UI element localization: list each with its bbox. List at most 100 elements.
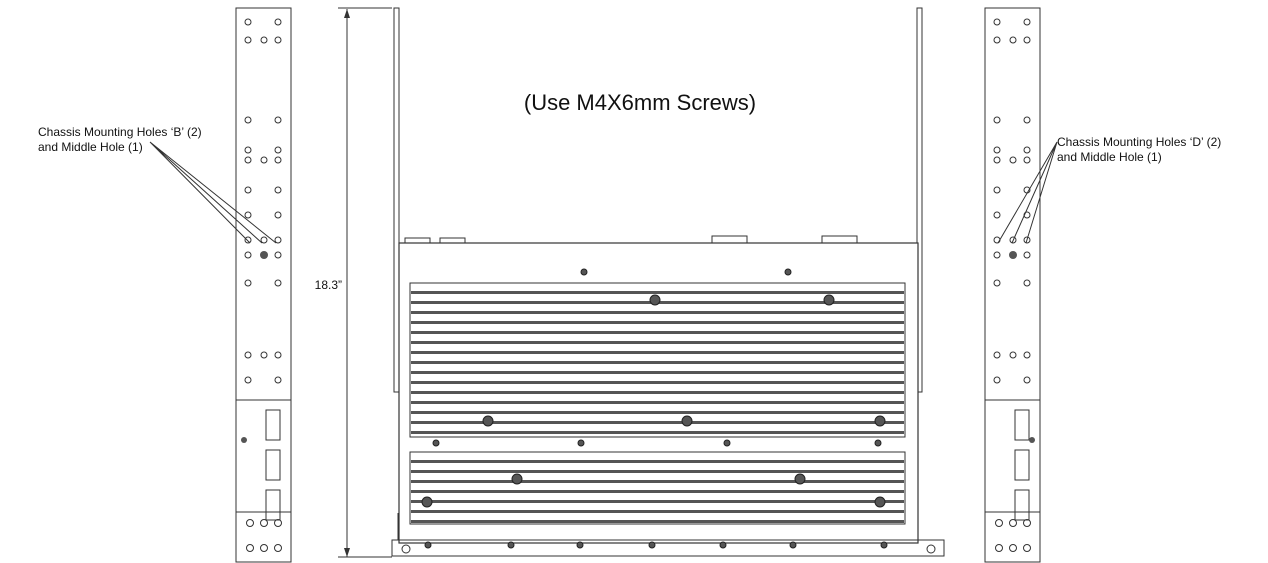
rail-hole	[260, 156, 268, 164]
rail-slot	[1014, 409, 1030, 441]
rail-hole	[244, 351, 252, 359]
fin	[411, 351, 904, 354]
rail-hole	[274, 279, 282, 287]
connector	[821, 235, 858, 244]
rail-slot	[265, 409, 281, 441]
rail-hole	[993, 186, 1001, 194]
rail-hole	[1023, 544, 1031, 552]
callout-text: Chassis Mounting Holes ‘D’ (2)	[1057, 135, 1221, 149]
screw	[681, 415, 693, 427]
rail	[235, 7, 292, 401]
rail-hole	[246, 544, 254, 552]
screw	[719, 541, 727, 549]
fin	[411, 311, 904, 314]
fin-panel	[409, 451, 906, 525]
fin	[411, 500, 904, 503]
title: (Use M4X6mm Screws)	[524, 90, 756, 115]
rail-hole	[1023, 376, 1031, 384]
rail-screw	[241, 437, 247, 443]
rail-hole	[1023, 279, 1031, 287]
hole	[401, 544, 411, 554]
rail-hole	[1009, 156, 1017, 164]
rail-hole	[274, 544, 282, 552]
screw	[723, 439, 731, 447]
rail-hole	[274, 251, 282, 259]
dimension-label: 18.3”	[315, 278, 342, 292]
rail-hole	[244, 146, 252, 154]
screw	[649, 294, 661, 306]
hole	[926, 544, 936, 554]
rail-hole	[274, 186, 282, 194]
fin-panel	[409, 282, 906, 438]
rail-hole	[244, 376, 252, 384]
rail-hole	[993, 351, 1001, 359]
rail-hole	[274, 236, 282, 244]
screw	[784, 268, 792, 276]
screw	[874, 439, 882, 447]
fin	[411, 411, 904, 414]
rail-hole	[993, 36, 1001, 44]
rail-hole	[1023, 116, 1031, 124]
connector	[711, 235, 748, 244]
layout	[149, 7, 1058, 563]
rail-hole	[1023, 251, 1031, 259]
rail-hole	[993, 376, 1001, 384]
callout-text: and Middle Hole (1)	[38, 140, 143, 154]
rail-hole	[993, 18, 1001, 26]
rail-hole	[1009, 36, 1017, 44]
rail-foot	[235, 511, 292, 563]
rail-hole	[244, 211, 252, 219]
rail-hole	[1023, 519, 1031, 527]
rail-hole	[244, 186, 252, 194]
rail-hole	[260, 236, 268, 244]
rail-hole	[244, 251, 252, 259]
rail-screw	[1029, 437, 1035, 443]
rail-hole	[274, 18, 282, 26]
fin	[411, 401, 904, 404]
rail-hole	[274, 36, 282, 44]
rail-slot	[1014, 489, 1030, 521]
rail-hole	[274, 376, 282, 384]
fin	[411, 391, 904, 394]
rail-hole	[1023, 36, 1031, 44]
bracket	[916, 7, 923, 393]
rail-hole	[995, 519, 1003, 527]
rail-hole	[274, 211, 282, 219]
fin	[411, 331, 904, 334]
rail-hole	[244, 18, 252, 26]
rail-screw	[1009, 251, 1017, 259]
fin	[411, 421, 904, 424]
screw	[580, 268, 588, 276]
fin	[411, 490, 904, 493]
rail-hole	[260, 519, 268, 527]
rail-hole	[244, 156, 252, 164]
rail-hole	[274, 156, 282, 164]
screw	[874, 415, 886, 427]
callout-text: Chassis Mounting Holes ‘B’ (2)	[38, 125, 202, 139]
leader-lines	[149, 141, 277, 244]
rail-hole	[1023, 351, 1031, 359]
screw	[648, 541, 656, 549]
fin	[411, 321, 904, 324]
rail-slot	[1014, 449, 1030, 481]
screw	[794, 473, 806, 485]
screw	[789, 541, 797, 549]
rail-hole	[993, 236, 1001, 244]
rail-hole	[260, 36, 268, 44]
rail	[984, 7, 1041, 401]
rail-hole	[1023, 156, 1031, 164]
rail-screw	[260, 251, 268, 259]
fin	[411, 431, 904, 434]
fin	[411, 460, 904, 463]
screw	[421, 496, 433, 508]
fin	[411, 470, 904, 473]
rail-hole	[993, 116, 1001, 124]
rail-hole	[995, 544, 1003, 552]
rail-hole	[1009, 519, 1017, 527]
rail-foot	[984, 511, 1041, 563]
rail-hole	[1023, 211, 1031, 219]
fin	[411, 371, 904, 374]
rail-hole	[993, 211, 1001, 219]
rail-hole	[260, 544, 268, 552]
rail-hole	[993, 279, 1001, 287]
